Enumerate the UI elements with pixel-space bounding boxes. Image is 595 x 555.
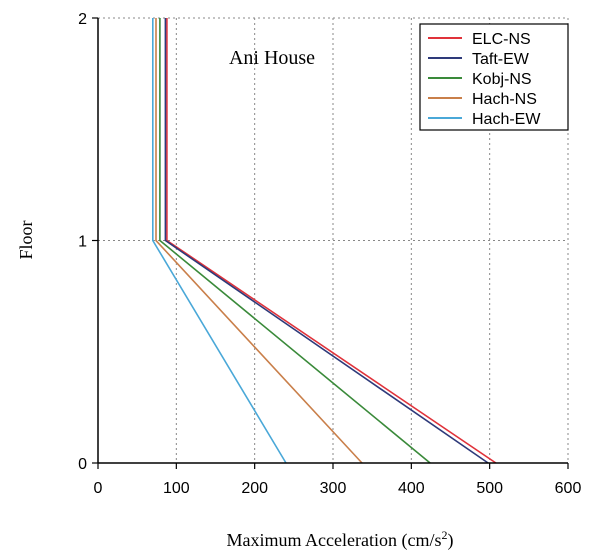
y-tick-label: 0	[78, 456, 87, 473]
series-line-elc-ns	[166, 18, 497, 464]
legend-label: Taft-EW	[472, 51, 530, 68]
series-line-hach-ns	[155, 18, 363, 464]
y-axis-label: Floor	[16, 220, 36, 259]
axes: 0 100 200 300 400 500 600 0 1 2	[78, 11, 581, 497]
series-line-hach-ew	[152, 18, 287, 464]
x-axis-label: Maximum Acceleration (cm/s2)	[227, 528, 454, 551]
y-tick-label: 1	[78, 234, 87, 251]
series-line-taft-ew	[164, 18, 489, 464]
x-tick-label: 600	[555, 480, 582, 497]
series-line-kobj-ns	[159, 18, 431, 464]
legend-label: Hach-NS	[472, 91, 537, 108]
chart-annotation: Ani House	[229, 47, 315, 69]
legend-label: Kobj-NS	[472, 71, 532, 88]
x-tick-label: 500	[476, 480, 503, 497]
series-lines	[152, 18, 497, 464]
x-tick-label: 100	[163, 480, 190, 497]
legend: ELC-NS Taft-EW Kobj-NS Hach-NS Hach-EW	[419, 23, 569, 131]
x-tick-label: 0	[94, 480, 103, 497]
y-tick-label: 2	[78, 11, 87, 28]
x-tick-label: 200	[241, 480, 268, 497]
x-tick-label: 400	[398, 480, 425, 497]
legend-label: ELC-NS	[472, 31, 531, 48]
grid	[98, 17, 569, 463]
legend-label: Hach-EW	[472, 111, 541, 128]
x-tick-label: 300	[320, 480, 347, 497]
